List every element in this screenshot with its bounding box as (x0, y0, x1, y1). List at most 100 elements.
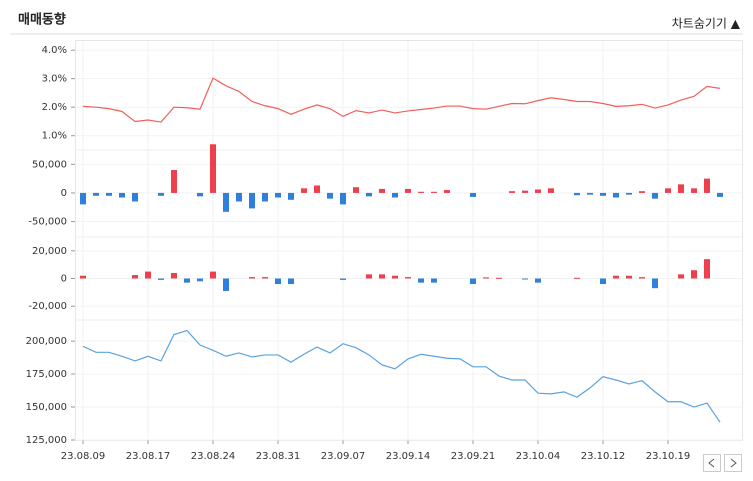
bar (288, 192, 294, 200)
bar (600, 192, 606, 196)
bar (119, 192, 125, 198)
bar (366, 274, 372, 279)
x-tick-label: 23.09.21 (451, 451, 496, 462)
x-tick-label: 23.10.04 (516, 451, 561, 462)
bar (197, 278, 203, 282)
x-tick-label: 23.08.24 (191, 451, 236, 462)
bar (262, 192, 268, 202)
bar (366, 192, 372, 197)
bar (379, 274, 385, 279)
bar (262, 277, 268, 279)
bar (535, 278, 541, 283)
x-tick-label: 23.09.14 (386, 451, 431, 462)
bar (275, 192, 281, 198)
y-tick-label: 3.0% (42, 74, 67, 85)
bar (704, 178, 710, 193)
bar (548, 188, 554, 193)
bar (652, 278, 658, 289)
bar (665, 188, 671, 193)
nav-prev[interactable] (703, 454, 721, 472)
bar (600, 278, 606, 285)
y-tick-label: 50,000 (32, 159, 67, 170)
y-tick-label: -20,000 (28, 301, 67, 312)
x-tick-label: 23.10.12 (581, 451, 626, 462)
toggle-button[interactable]: 차트숨기기 ▲ (672, 17, 741, 31)
bar (626, 192, 632, 195)
bar (171, 170, 177, 193)
bar (392, 192, 398, 198)
bar (418, 278, 424, 283)
bar (379, 188, 385, 193)
bar (574, 277, 580, 279)
x-tick-label: 23.08.31 (256, 451, 301, 462)
line (82, 329, 721, 423)
bar (522, 190, 528, 193)
bar (509, 191, 515, 193)
y-tick-label: 20,000 (32, 246, 67, 257)
bar (288, 278, 294, 285)
bar (340, 278, 346, 280)
bar (639, 191, 645, 193)
bar (574, 192, 580, 196)
bar (470, 192, 476, 197)
bar (678, 184, 684, 193)
y-tick-label: 0 (61, 188, 67, 199)
y-tick-label: 2.0% (42, 102, 67, 113)
bar (704, 259, 710, 279)
bar (275, 278, 281, 285)
bar (132, 275, 138, 279)
bar (80, 192, 86, 205)
bar (522, 278, 528, 280)
y-tick-label: 1.0% (42, 131, 67, 142)
bar (314, 185, 320, 193)
bar (80, 275, 86, 279)
bar (626, 275, 632, 279)
bar (184, 278, 190, 283)
y-tick-label: 150,000 (26, 402, 67, 413)
bar (691, 270, 697, 279)
nav-next[interactable] (724, 454, 742, 472)
bar (405, 277, 411, 279)
bar (145, 271, 151, 279)
bar (249, 277, 255, 279)
bar (93, 192, 99, 196)
bar (405, 188, 411, 193)
bar (613, 275, 619, 279)
bar (483, 277, 489, 279)
bar (171, 272, 177, 279)
bar (158, 278, 164, 280)
bar (678, 274, 684, 279)
bar (301, 188, 307, 193)
bar (197, 192, 203, 197)
bar (392, 275, 398, 279)
bar (691, 188, 697, 193)
bar (210, 271, 216, 279)
bar (236, 192, 242, 202)
y-tick-label: 4.0% (42, 45, 67, 56)
bar (431, 278, 437, 283)
x-tick-label: 23.08.09 (61, 451, 106, 462)
bar (587, 192, 593, 195)
x-tick-label: 23.10.19 (646, 451, 691, 462)
bar (613, 192, 619, 198)
bar (418, 191, 424, 193)
bar (249, 192, 255, 209)
line (82, 77, 721, 123)
bar (106, 192, 112, 196)
bar (496, 277, 502, 279)
bar (223, 192, 229, 212)
bar (444, 190, 450, 193)
bar (652, 192, 658, 199)
bar (717, 192, 723, 197)
x-tick-label: 23.08.17 (126, 451, 171, 462)
y-tick-label: 200,000 (26, 336, 67, 347)
bar (223, 278, 229, 291)
bar (535, 189, 541, 193)
y-tick-label: -50,000 (28, 217, 67, 228)
y-tick-label: 125,000 (26, 435, 67, 446)
bar (340, 192, 346, 205)
bar (639, 277, 645, 279)
y-tick-label: 175,000 (26, 369, 67, 380)
bar (327, 192, 333, 199)
